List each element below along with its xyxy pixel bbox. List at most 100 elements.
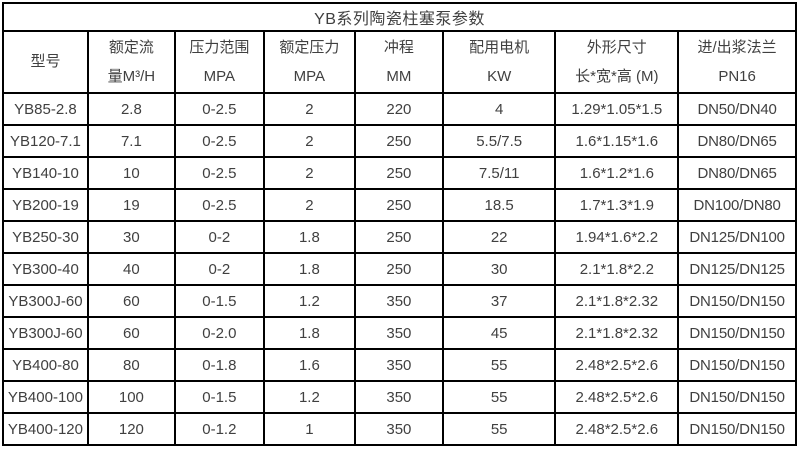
column-header-line: 额定流: [108, 38, 154, 56]
table-cell: 0-2: [173, 220, 265, 254]
table-cell: DN150/DN150: [677, 348, 797, 382]
table-cell: YB120-7.1: [2, 124, 89, 158]
table-cell: 18.5: [441, 188, 557, 222]
table-cell: YB85-2.8: [2, 92, 89, 126]
table-cell: 1.7*1.3*1.9: [554, 188, 680, 222]
table-cell: DN50/DN40: [677, 92, 797, 126]
column-header-line: MPA: [293, 68, 326, 85]
table-cell: 0-1.8: [173, 348, 265, 382]
table-cell: 2: [262, 188, 356, 222]
column-header-line: 型号: [30, 53, 61, 71]
column-header-line: 外形尺寸: [586, 38, 647, 56]
table-cell: 350: [353, 380, 444, 414]
table-cell: 250: [353, 124, 444, 158]
column-header-0: 型号: [2, 30, 89, 94]
table-cell: 55: [441, 412, 557, 446]
table-cell: 0-2.5: [173, 188, 265, 222]
table-cell: YB300J-60: [2, 316, 89, 350]
table-cell: 350: [353, 348, 444, 382]
table-cell: 2.1*1.8*2.32: [554, 284, 680, 318]
column-header-line: PN16: [718, 68, 756, 85]
table-cell: 1.2: [262, 380, 356, 414]
column-header-line: MPA: [203, 68, 236, 85]
table-title-row: YB系列陶瓷柱塞泵参数: [2, 2, 797, 32]
table-cell: 1: [262, 412, 356, 446]
table-cell: DN125/DN100: [677, 220, 797, 254]
table-cell: 250: [353, 156, 444, 190]
table-cell: 2.48*2.5*2.6: [554, 412, 680, 446]
table-cell: 250: [353, 252, 444, 286]
column-header-line: 冲程: [383, 38, 414, 56]
table-row: YB300J-60 60 0-2.0 1.8 350 45 2.1*1.8*2.32 DN15…: [2, 316, 797, 350]
table-cell: DN100/DN80: [677, 188, 797, 222]
table-cell: 0-2.5: [173, 156, 265, 190]
table-row: YB140-10 10 0-2.5 2 250 7.5/11 1.6*1.2*1.6 DN80…: [2, 156, 797, 190]
table-row: YB400-100 100 0-1.5 1.2 350 55 2.48*2.5*2.6 DN1…: [2, 380, 797, 414]
column-header-line: 长*宽*高 (M): [575, 68, 659, 85]
table-cell: 2.48*2.5*2.6: [554, 348, 680, 382]
table-row: YB250-30 30 0-2 1.8 250 22 1.94*1.6*2.2 DN125/D…: [2, 220, 797, 254]
column-header-line: KW: [487, 68, 512, 85]
table-cell: 30: [86, 220, 176, 254]
table-cell: 0-2.5: [173, 124, 265, 158]
table-cell: 0-1.5: [173, 284, 265, 318]
table-row: YB400-120 120 0-1.2 1 350 55 2.48*2.5*2.6 DN150…: [2, 412, 797, 446]
table-cell: DN150/DN150: [677, 316, 797, 350]
column-header-1: 额定流量M³/H: [86, 30, 176, 94]
table-row: YB300-40 40 0-2 1.8 250 30 2.1*1.8*2.2 DN125/DN…: [2, 252, 797, 286]
table-cell: DN80/DN65: [677, 156, 797, 190]
table-cell: YB400-100: [2, 380, 89, 414]
table-cell: YB250-30: [2, 220, 89, 254]
table-cell: 37: [441, 284, 557, 318]
column-header-5: 配用电机 KW: [441, 30, 557, 94]
table-cell: 19: [86, 188, 176, 222]
table-cell: 1.6*1.2*1.6: [554, 156, 680, 190]
table-row: YB120-7.1 7.1 0-2.5 2 250 5.5/7.5 1.6*1.15*1.6…: [2, 124, 797, 158]
table-cell: DN150/DN150: [677, 284, 797, 318]
table-cell: YB200-19: [2, 188, 89, 222]
table-cell: 80: [86, 348, 176, 382]
table-cell: 2.1*1.8*2.32: [554, 316, 680, 350]
table-cell: YB400-120: [2, 412, 89, 446]
table-cell: 55: [441, 348, 557, 382]
table-row: YB85-2.8 2.8 0-2.5 2 220 4 1.29*1.05*1.5 DN50/D…: [2, 92, 797, 126]
table-cell: 100: [86, 380, 176, 414]
table-cell: DN125/DN125: [677, 252, 797, 286]
table-cell: 5.5/7.5: [441, 124, 557, 158]
column-header-7: 进/出浆法兰 PN16: [677, 30, 797, 94]
table-cell: 1.8: [262, 316, 356, 350]
table-cell: 30: [441, 252, 557, 286]
table-cell: 2: [262, 124, 356, 158]
table-title: YB系列陶瓷柱塞泵参数: [2, 2, 797, 32]
table-cell: 350: [353, 284, 444, 318]
table-cell: 1.6: [262, 348, 356, 382]
table-cell: 220: [353, 92, 444, 126]
table-cell: 7.1: [86, 124, 176, 158]
table-header-row: 型号 额定流 量M³/H 压力范围 MPA 额定压力 MPA 冲程 MM 配用电机 KW 外形尺寸 长*…: [2, 30, 797, 94]
table-cell: 2.8: [86, 92, 176, 126]
table-cell: 350: [353, 316, 444, 350]
column-header-line: 额定压力: [279, 38, 340, 56]
table-cell: 0-2.5: [173, 92, 265, 126]
table-cell: YB400-80: [2, 348, 89, 382]
table-row: YB200-19 19 0-2.5 2 250 18.5 1.7*1.3*1.9 DN100/…: [2, 188, 797, 222]
table-body: YB85-2.8 2.8 0-2.5 2 220 4 1.29*1.05*1.5 DN50/D…: [2, 92, 797, 446]
table-cell: YB140-10: [2, 156, 89, 190]
table-cell: 120: [86, 412, 176, 446]
column-header-line: 量M³/H: [107, 68, 156, 85]
table-cell: DN150/DN150: [677, 412, 797, 446]
column-header-6: 外形尺寸长*宽*高 (M): [554, 30, 680, 94]
table-cell: DN150/DN150: [677, 380, 797, 414]
table-cell: 2.1*1.8*2.2: [554, 252, 680, 286]
table-cell: 0-2: [173, 252, 265, 286]
table-cell: 7.5/11: [441, 156, 557, 190]
column-header-line: 进/出浆法兰: [697, 38, 777, 56]
table-cell: 250: [353, 220, 444, 254]
table-cell: 10: [86, 156, 176, 190]
table-cell: 60: [86, 316, 176, 350]
column-header-2: 压力范围 MPA: [173, 30, 265, 94]
table-cell: YB300-40: [2, 252, 89, 286]
table-cell: 1.2: [262, 284, 356, 318]
column-header-line: 配用电机: [469, 38, 530, 56]
